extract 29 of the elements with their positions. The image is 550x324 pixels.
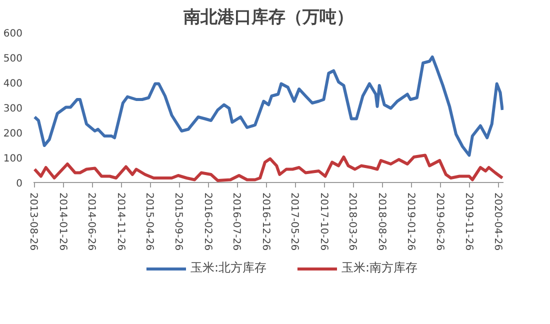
x-tick-label: 2018-03-26 xyxy=(346,192,358,251)
x-tick-label: 2016-07-26 xyxy=(230,192,242,251)
x-tick-label: 2020-04-26 xyxy=(492,192,503,251)
chart-title: 南北港口库存（万吨） xyxy=(182,8,354,28)
y-tick-label: 400 xyxy=(3,78,23,90)
y-tick-label: 600 xyxy=(3,28,23,40)
x-tick-label: 2015-04-26 xyxy=(144,192,155,251)
y-tick-label: 200 xyxy=(3,128,23,140)
y-tick-label: 0 xyxy=(16,178,23,190)
legend-label: 玉米:南方库存 xyxy=(342,260,418,276)
x-tick-label: 2017-05-26 xyxy=(288,192,300,251)
x-tick-label: 2019-06-26 xyxy=(434,192,445,251)
x-tick-label: 2014-11-26 xyxy=(114,192,126,251)
legend-label: 玉米:北方库存 xyxy=(190,260,266,276)
x-tick-label: 2014-06-26 xyxy=(86,192,97,251)
y-tick-label: 500 xyxy=(3,54,23,64)
x-tick-label: 2016-02-26 xyxy=(202,192,213,251)
x-tick-label: 2019-01-26 xyxy=(404,192,416,251)
y-tick-label: 100 xyxy=(3,154,23,164)
x-tick-label: 2014-01-26 xyxy=(56,192,68,251)
line-series xyxy=(34,56,504,157)
x-tick-label: 2017-10-26 xyxy=(318,192,329,251)
x-tick-label: 2013-08-26 xyxy=(28,192,39,251)
y-tick-label: 300 xyxy=(3,104,23,114)
x-tick-label: 2015-09-26 xyxy=(172,192,184,251)
x-tick-label: 2016-12-26 xyxy=(260,192,271,251)
line-series xyxy=(34,154,504,182)
x-tick-label: 2019-11-26 xyxy=(462,192,474,251)
x-tick-label: 2018-08-26 xyxy=(376,192,387,251)
